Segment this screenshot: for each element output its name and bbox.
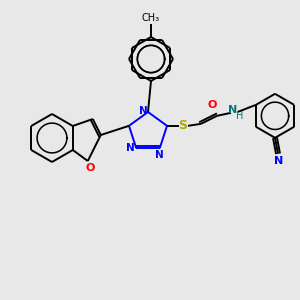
Text: O: O xyxy=(207,100,217,110)
Text: N: N xyxy=(228,105,238,115)
Text: N: N xyxy=(274,156,284,166)
Text: N: N xyxy=(139,106,147,116)
Text: H: H xyxy=(236,111,244,121)
Text: N: N xyxy=(155,150,164,160)
Text: O: O xyxy=(85,163,94,173)
Text: CH₃: CH₃ xyxy=(142,13,160,23)
Text: N: N xyxy=(126,143,135,153)
Text: S: S xyxy=(178,119,188,132)
